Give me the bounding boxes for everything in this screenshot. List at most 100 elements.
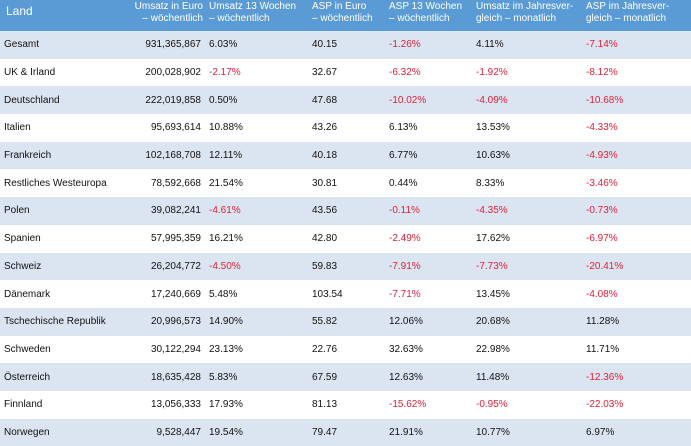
table-row: Tschechische Republik 20,996,573 14.90% 55.… <box>0 307 691 336</box>
cell-asp-13-wochen: -1.26% <box>386 31 473 59</box>
cell-umsatz: 200,028,902 <box>126 58 206 87</box>
cell-land: Norwegen <box>0 418 126 446</box>
cell-land: UK & Irland <box>0 58 126 87</box>
cell-umsatz-jahresvergleich: 8.33% <box>473 169 583 198</box>
cell-umsatz-jahresvergleich: 17.62% <box>473 224 583 253</box>
cell-umsatz: 78,592,668 <box>126 169 206 198</box>
cell-umsatz: 931,365,867 <box>126 31 206 59</box>
cell-umsatz-13-wochen: 12.11% <box>206 141 309 170</box>
cell-asp-jahresvergleich: 11.28% <box>583 307 691 336</box>
cell-asp-13-wochen: -15.62% <box>386 390 473 419</box>
cell-umsatz-jahresvergleich: 10.63% <box>473 141 583 170</box>
table-row: Schweden 30,122,294 23.13% 22.76 32.63% 22.98… <box>0 335 691 364</box>
cell-asp-13-wochen: 12.63% <box>386 363 473 391</box>
cell-umsatz: 20,996,573 <box>126 307 206 336</box>
table-row: Italien 95,693,614 10.88% 43.26 6.13% 13.53% -… <box>0 114 691 142</box>
cell-umsatz-13-wochen: 10.88% <box>206 114 309 142</box>
cell-umsatz: 13,056,333 <box>126 390 206 419</box>
cell-umsatz-13-wochen: 0.50% <box>206 86 309 115</box>
cell-asp: 81.13 <box>309 390 386 419</box>
cell-umsatz-13-wochen: 5.48% <box>206 280 309 308</box>
cell-umsatz-jahresvergleich: 13.45% <box>473 280 583 308</box>
cell-asp-13-wochen: 6.13% <box>386 114 473 142</box>
table-body: Gesamt 931,365,867 6.03% 40.15 -1.26% 4.11% -7… <box>0 31 691 446</box>
cell-umsatz: 222,019,858 <box>126 86 206 115</box>
cell-asp: 59.83 <box>309 252 386 281</box>
table-row: Polen 39,082,241 -4.61% 43.56 -0.11% -4.35% -0… <box>0 197 691 225</box>
cell-land: Polen <box>0 197 126 225</box>
cell-asp-jahresvergleich: -12.36% <box>583 363 691 391</box>
cell-asp-13-wochen: 21.91% <box>386 418 473 446</box>
cell-umsatz-jahresvergleich: -0.95% <box>473 390 583 419</box>
cell-asp-jahresvergleich: 6.97% <box>583 418 691 446</box>
cell-umsatz: 39,082,241 <box>126 197 206 225</box>
cell-umsatz-jahresvergleich: -7.73% <box>473 252 583 281</box>
cell-umsatz-13-wochen: 5.83% <box>206 363 309 391</box>
cell-asp-13-wochen: 0.44% <box>386 169 473 198</box>
cell-asp: 67.59 <box>309 363 386 391</box>
cell-asp: 103.54 <box>309 280 386 308</box>
cell-asp-13-wochen: -2.49% <box>386 224 473 253</box>
cell-asp: 55.82 <box>309 307 386 336</box>
table-row: Dänemark 17,240,669 5.48% 103.54 -7.71% 13.45… <box>0 280 691 308</box>
header-asp-jahresvergleich: ASP im Jahresver- gleich – monatlich <box>583 0 691 31</box>
cell-land: Gesamt <box>0 31 126 59</box>
table-row: UK & Irland 200,028,902 -2.17% 32.67 -6.32% -… <box>0 58 691 87</box>
cell-umsatz-jahresvergleich: 22.98% <box>473 335 583 364</box>
cell-asp: 30.81 <box>309 169 386 198</box>
cell-land: Italien <box>0 114 126 142</box>
cell-umsatz: 30,122,294 <box>126 335 206 364</box>
table-row: Schweiz 26,204,772 -4.50% 59.83 -7.91% -7.73%… <box>0 252 691 281</box>
cell-umsatz: 95,693,614 <box>126 114 206 142</box>
cell-asp-jahresvergleich: 11.71% <box>583 335 691 364</box>
cell-asp-jahresvergleich: -0.73% <box>583 197 691 225</box>
cell-umsatz: 102,168,708 <box>126 141 206 170</box>
cell-umsatz-13-wochen: 6.03% <box>206 31 309 59</box>
cell-land: Finnland <box>0 390 126 419</box>
cell-umsatz-13-wochen: -4.61% <box>206 197 309 225</box>
header-asp: ASP in Euro – wöchentlich <box>309 0 386 31</box>
table-row: Restliches Westeuropa 78,592,668 21.54% 30.… <box>0 169 691 198</box>
cell-asp-13-wochen: -10.02% <box>386 86 473 115</box>
cell-asp-13-wochen: -7.71% <box>386 280 473 308</box>
cell-asp: 22.76 <box>309 335 386 364</box>
cell-land: Österreich <box>0 363 126 391</box>
cell-asp-13-wochen: -6.32% <box>386 58 473 87</box>
cell-umsatz-jahresvergleich: 11.48% <box>473 363 583 391</box>
table-row: Österreich 18,635,428 5.83% 67.59 12.63% 11.4… <box>0 363 691 391</box>
cell-land: Spanien <box>0 224 126 253</box>
cell-umsatz-13-wochen: 14.90% <box>206 307 309 336</box>
cell-umsatz-jahresvergleich: 13.53% <box>473 114 583 142</box>
cell-asp-13-wochen: 12.06% <box>386 307 473 336</box>
cell-umsatz: 18,635,428 <box>126 363 206 391</box>
table-row: Norwegen 9,528,447 19.54% 79.47 21.91% 10.77%… <box>0 418 691 446</box>
cell-umsatz-jahresvergleich: 4.11% <box>473 31 583 59</box>
cell-asp: 40.15 <box>309 31 386 59</box>
cell-asp-13-wochen: -0.11% <box>386 197 473 225</box>
cell-asp-jahresvergleich: -8.12% <box>583 58 691 87</box>
header-land: Land <box>0 0 126 31</box>
cell-land: Restliches Westeuropa <box>0 169 126 198</box>
cell-umsatz-13-wochen: 23.13% <box>206 335 309 364</box>
cell-umsatz-13-wochen: 16.21% <box>206 224 309 253</box>
cell-umsatz-jahresvergleich: -4.35% <box>473 197 583 225</box>
table-header-row: Land Umsatz in Euro – wöchentlich Umsatz… <box>0 0 691 31</box>
table-row: Finnland 13,056,333 17.93% 81.13 -15.62% -0.9… <box>0 390 691 419</box>
cell-asp-jahresvergleich: -10.68% <box>583 86 691 115</box>
cell-land: Dänemark <box>0 280 126 308</box>
cell-asp: 47.68 <box>309 86 386 115</box>
header-umsatz-jahresvergleich: Umsatz im Jahresver- gleich – monatlich <box>473 0 583 31</box>
table-row: Deutschland 222,019,858 0.50% 47.68 -10.02% -… <box>0 86 691 115</box>
cell-asp: 43.26 <box>309 114 386 142</box>
cell-asp-jahresvergleich: -4.08% <box>583 280 691 308</box>
cell-umsatz-jahresvergleich: -1.92% <box>473 58 583 87</box>
cell-land: Schweden <box>0 335 126 364</box>
table-row: Gesamt 931,365,867 6.03% 40.15 -1.26% 4.11% -7… <box>0 31 691 59</box>
table-row: Frankreich 102,168,708 12.11% 40.18 6.77% 10.… <box>0 141 691 170</box>
header-umsatz: Umsatz in Euro – wöchentlich <box>126 0 206 31</box>
cell-land: Frankreich <box>0 141 126 170</box>
cell-asp-13-wochen: 6.77% <box>386 141 473 170</box>
cell-umsatz-jahresvergleich: -4.09% <box>473 86 583 115</box>
header-asp-13-wochen: ASP 13 Wochen – wöchentlich <box>386 0 473 31</box>
